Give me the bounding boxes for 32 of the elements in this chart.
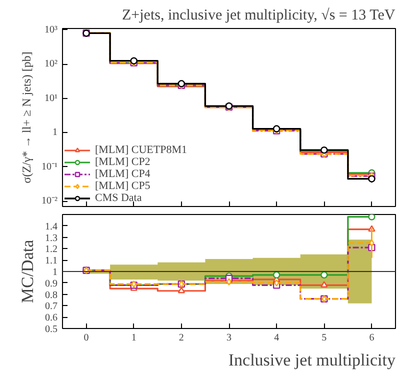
y-tick-label: 10² [44, 58, 58, 70]
x-tick-label: 6 [369, 332, 374, 344]
y-tick-label: 1 [52, 267, 58, 278]
y-tick-label: 10⁻² [42, 196, 58, 207]
y-tick-label: 10¹ [44, 92, 58, 104]
y-tick-label: 0.9 [45, 278, 58, 290]
y-tick-label: 1 [52, 127, 58, 138]
legend-label: [MLM] CP2 [95, 156, 150, 168]
x-tick-label: 1 [131, 332, 136, 344]
chart-title: Z+jets, inclusive jet multiplicity, √s = 13 TeV [122, 8, 396, 24]
x-tick-label: 3 [226, 332, 232, 344]
y-tick-label: 0.8 [45, 290, 58, 301]
y-tick-label: 1.2 [45, 244, 58, 256]
y-tick-label: 0.6 [45, 312, 58, 324]
x-tick-label: 2 [178, 332, 184, 344]
y-axis-title: σ(Z/γ* → ll+ ≥ N jets) [pb] [20, 52, 34, 184]
y-tick-label: 1.3 [45, 232, 58, 244]
legend-label: [MLM] CP4 [95, 168, 150, 180]
legend-label: [MLM] CP5 [95, 180, 150, 192]
y-axis-title: MC/Data [18, 239, 37, 304]
y-tick-label: 0.5 [45, 324, 58, 335]
legend-label: [MLM] CUETP8M1 [95, 144, 187, 156]
y-tick-label: 1.1 [45, 256, 58, 267]
y-tick-label: 1.4 [45, 221, 58, 232]
x-tick-label: 0 [84, 332, 89, 344]
x-tick-label: 5 [322, 332, 327, 344]
y-tick-label: 0.7 [45, 301, 58, 312]
y-tick-label: 10³ [44, 24, 58, 36]
y-tick-label: 10⁻¹ [42, 161, 58, 172]
x-tick-label: 4 [274, 332, 280, 344]
legend-label: CMS Data [95, 192, 142, 204]
x-axis-title: Inclusive jet multiplicity [228, 350, 396, 370]
